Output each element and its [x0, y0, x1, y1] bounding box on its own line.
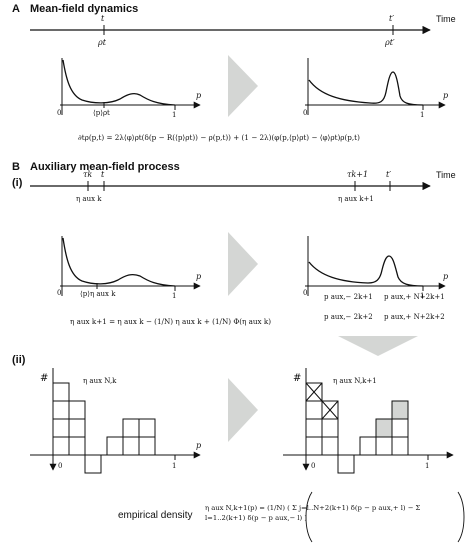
eta-N-k1-label: η aux N,k+1 — [333, 377, 377, 385]
axis-p-b-left: p — [196, 272, 202, 281]
time-label-b: Time — [436, 170, 456, 180]
p-aux-plus-1: p aux,+ N+2k+1 — [384, 293, 445, 301]
sub-i-label: (i) — [12, 177, 23, 189]
tick-1-b-left: 1 — [172, 292, 177, 300]
t-label-a: t — [101, 14, 105, 23]
density-curve-eta-k — [62, 237, 176, 287]
t-label-b: t — [101, 170, 105, 179]
empirical-density-label: empirical density — [118, 510, 193, 521]
axis-p-hist-left: p — [196, 441, 202, 450]
tau-k1-label: τk+1 — [347, 170, 369, 179]
tick-0-a-right: 0 — [303, 109, 308, 117]
eta-aux-k-label: η aux k — [76, 195, 102, 203]
tick-1-hist-right: 1 — [425, 462, 430, 470]
t-prime-label-a: t′ — [389, 14, 395, 23]
axis-p-b-right: p — [443, 272, 449, 281]
density-plot-a-left — [60, 58, 201, 115]
time-label-a: Time — [436, 14, 456, 24]
t-prime-label-b: t′ — [386, 170, 392, 179]
right-paren — [457, 491, 465, 543]
density-curve-rho-t — [62, 59, 176, 106]
empirical-density-equation: η aux N,k+1(p) = (1/N) ( Σ j=l..N+2(k+1)… — [205, 504, 421, 523]
transition-arrow-b-i — [228, 232, 258, 296]
mean-p-label-b: ⟨p⟩η aux k — [80, 290, 116, 298]
transition-arrow-down — [338, 336, 418, 356]
master-equation: ∂tρ(p,t) = 2λ⟨φ⟩ρt(δ(p − R(⟨p⟩ρt)) − ρ(p… — [78, 133, 360, 142]
tick-1-hist-left: 1 — [172, 462, 177, 470]
panel-b-letter: B — [12, 161, 20, 173]
density-curve-rho-t-prime — [308, 71, 424, 106]
left-paren — [305, 491, 313, 543]
tick-0-hist-right: 0 — [311, 462, 316, 470]
panel-a-title: Mean-field dynamics — [30, 3, 139, 15]
p-aux-minus-1: p aux,− 2k+1 — [324, 293, 373, 301]
density-plot-a-right — [305, 58, 446, 115]
tick-0-a-left: 0 — [57, 109, 62, 117]
histogram-right — [283, 368, 454, 474]
tick-0-b-right: 0 — [303, 289, 308, 297]
update-equation: η aux k+1 = η aux k − (1/N) η aux k + (1… — [70, 317, 272, 326]
tick-1-a-left: 1 — [172, 111, 177, 119]
eta-N-k-label: η aux N,k — [83, 377, 117, 385]
axis-p-a-left: p — [196, 91, 202, 100]
density-plot-b-right — [305, 236, 446, 296]
tau-k-label: τk — [83, 170, 93, 179]
p-aux-plus-2: p aux,+ N+2k+2 — [384, 313, 445, 321]
rho-t-prime-label: ρt′ — [385, 38, 395, 47]
tick-0-b-left: 0 — [57, 289, 62, 297]
transition-arrow-b-ii — [228, 378, 258, 442]
hist-y-label-left: # — [40, 373, 49, 384]
tick-1-b-right: 1 — [420, 292, 425, 300]
density-curve-eta-k1 — [308, 255, 424, 287]
histogram-left — [30, 368, 201, 474]
panel-a-letter: A — [12, 3, 20, 15]
eta-aux-k1-label: η aux k+1 — [338, 195, 374, 203]
tick-0-hist-left: 0 — [58, 462, 63, 470]
rho-t-label: ρt — [98, 38, 106, 47]
mean-p-label-a: ⟨p⟩ρt — [93, 109, 110, 117]
transition-arrow-a — [228, 55, 258, 117]
sub-ii-label: (ii) — [12, 354, 26, 366]
panel-b-title: Auxiliary mean-field process — [30, 161, 180, 173]
axis-p-a-right: p — [443, 91, 449, 100]
hist-y-label-right: # — [293, 373, 302, 384]
p-aux-minus-2: p aux,− 2k+2 — [324, 313, 373, 321]
tick-1-a-right: 1 — [420, 111, 425, 119]
density-plot-b-left — [60, 236, 201, 296]
